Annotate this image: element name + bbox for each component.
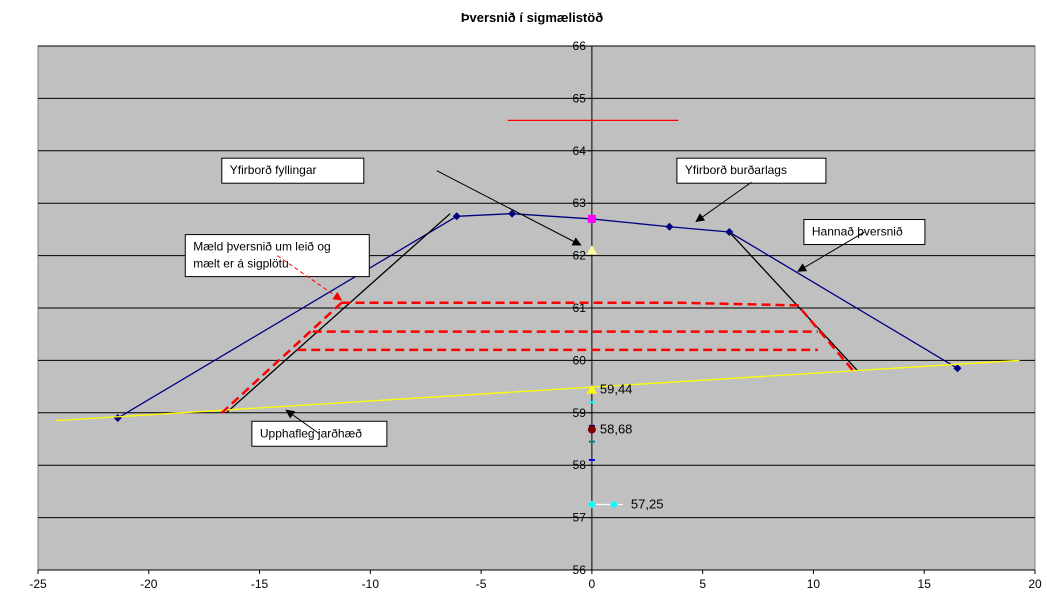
y-tick-label: 59: [573, 406, 587, 420]
annotation-text: Hannað þversnið: [812, 225, 903, 239]
annotations: Yfirborð fyllingar Yfirborð burðarlags Han…: [184, 157, 926, 447]
point-marker-diamond: [610, 500, 619, 509]
point-marker-diamond: [587, 500, 596, 509]
design-point: [665, 222, 674, 231]
annotation-callout: Upphafleg jarðhæð: [251, 409, 388, 447]
annotation-text: Upphafleg jarðhæð: [260, 426, 362, 440]
annotation-text: Yfirborð fyllingar: [230, 163, 317, 177]
x-tick-label: 15: [918, 577, 932, 591]
x-tick-label: -10: [362, 577, 380, 591]
series-ground: [55, 359, 1020, 422]
annotation-text: Yfirborð burðarlags: [685, 163, 787, 177]
annotation-callout: Yfirborð fyllingar: [221, 157, 582, 246]
annotation-box: [676, 157, 827, 184]
value-label: 57,25: [631, 497, 664, 512]
y-tick-label: 65: [573, 91, 587, 105]
y-tick-label: 56: [573, 563, 587, 577]
y-tick-label: 62: [573, 249, 587, 263]
x-tick-label: -5: [476, 577, 487, 591]
axes: 56 57 58 59 60 61 62 63 64 65 66 -25 -20 -15 -10 -5 0 5 10…: [29, 39, 1042, 591]
y-tick-label: 57: [573, 511, 587, 525]
x-tick-label: 0: [589, 577, 596, 591]
point-marker-triangle: [586, 384, 597, 394]
annotation-box: [221, 157, 365, 184]
x-tick-label: 20: [1028, 577, 1042, 591]
series-fill-right: [728, 231, 859, 372]
series-measured-top: [341, 301, 855, 372]
y-tick-label: 64: [573, 144, 587, 158]
annotation-callout: Mæld þversnið um leið og mælt er á sigplö…: [184, 234, 370, 301]
annotation-arrow: [695, 181, 752, 223]
x-tick-label: -25: [29, 577, 47, 591]
annotation-text: Mæld þversnið um leið og: [193, 240, 330, 254]
chart-title: Þversnið í sigmælistöð: [461, 10, 603, 25]
series-fill-left: [225, 213, 451, 414]
value-label: 58,68: [600, 422, 633, 437]
point-marker-triangle: [586, 245, 597, 255]
annotation-text: mælt er á sigplötu: [193, 257, 288, 271]
annotation-arrow: [285, 409, 320, 435]
design-point: [508, 209, 517, 218]
annotation-callout: Hannað þversnið: [797, 219, 926, 272]
annotation-box: [803, 219, 926, 246]
y-tick-label: 58: [573, 458, 587, 472]
point-marker-square: [587, 214, 596, 223]
value-labels: 59,44 58,68 57,25: [600, 382, 664, 512]
annotation-callout: Yfirborð burðarlags: [676, 157, 827, 223]
y-tick-label: 61: [573, 301, 587, 315]
x-tick-label: 5: [699, 577, 706, 591]
annotation-arrow: [436, 170, 582, 246]
y-tick-label: 60: [573, 353, 587, 367]
design-point: [452, 212, 461, 221]
value-label: 59,44: [600, 382, 633, 397]
x-tick-label: 10: [807, 577, 821, 591]
x-tick-label: -15: [251, 577, 269, 591]
markers-layer: [586, 214, 619, 509]
design-point: [953, 364, 962, 373]
y-tick-label: 63: [573, 196, 587, 210]
series-layer: [55, 119, 1020, 506]
x-tick-label: -20: [140, 577, 158, 591]
annotation-arrow: [276, 255, 343, 301]
annotation-arrow: [797, 231, 865, 272]
point-marker-circle: [587, 425, 596, 434]
y-tick-label: 66: [573, 39, 587, 53]
